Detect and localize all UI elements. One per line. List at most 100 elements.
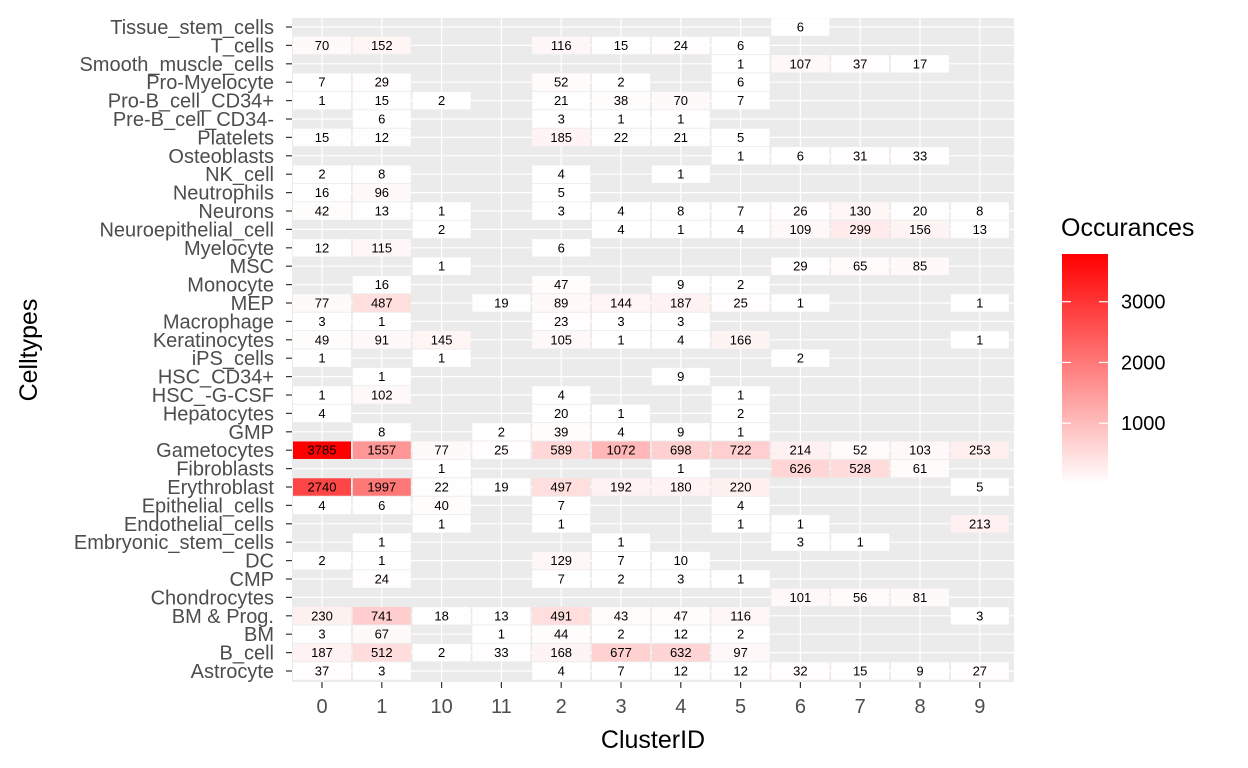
heatmap-cell (472, 625, 531, 643)
cell-value-label: 21 (554, 93, 568, 108)
heatmap-cell (651, 423, 710, 441)
cell-value-label: 1 (438, 204, 445, 219)
cell-value-label: 220 (730, 480, 752, 495)
cell-value-label: 20 (554, 406, 568, 421)
cell-value-label: 1 (677, 461, 684, 476)
heatmap-cell (711, 662, 770, 680)
cell-value-label: 17 (913, 56, 927, 71)
cell-value-label: 9 (916, 664, 923, 679)
x-tick-label: 10 (430, 696, 452, 718)
y-tick-label: Osteoblasts (168, 146, 274, 168)
cell-value-label: 52 (853, 443, 867, 458)
heatmap-cell (711, 220, 770, 239)
cell-value-label: 1 (558, 516, 565, 531)
heatmap-cell (532, 91, 591, 110)
heatmap-cell (412, 441, 471, 459)
heatmap-cell (711, 147, 770, 165)
cell-value-label: 32 (793, 664, 807, 679)
y-tick-label: Chondrocytes (151, 587, 274, 609)
heatmap-cell (950, 515, 1009, 533)
cell-value-label: 741 (371, 608, 393, 623)
heatmap-cell (352, 312, 411, 331)
heatmap-cell (412, 202, 471, 220)
heatmap-cell (532, 386, 591, 404)
heatmap-cell (711, 73, 770, 91)
y-tick-label: BM (244, 624, 274, 646)
y-tick-label: CMP (230, 569, 274, 591)
cell-value-label: 5 (976, 480, 983, 495)
cell-value-label: 101 (790, 590, 812, 605)
cell-value-label: 116 (551, 38, 572, 53)
cell-value-label: 33 (494, 645, 508, 660)
heatmap-cell (651, 478, 710, 496)
heatmap-cell (472, 607, 531, 625)
heatmap-cell (891, 147, 949, 165)
heatmap-cell (711, 275, 770, 294)
cell-value-label: 1 (378, 369, 385, 384)
cell-value-label: 31 (853, 148, 867, 163)
heatmap-cell (711, 496, 770, 515)
cell-value-label: 1 (318, 388, 325, 403)
cell-value-label: 4 (318, 406, 325, 421)
y-tick-label: Macrophage (163, 311, 274, 333)
cell-value-label: 85 (913, 259, 927, 274)
cell-value-label: 1 (737, 424, 744, 439)
cell-value-label: 49 (315, 332, 329, 347)
heatmap-cell (711, 294, 770, 312)
cell-value-label: 33 (913, 148, 927, 163)
heatmap-cell (771, 533, 830, 551)
heatmap-cell (293, 36, 351, 55)
cell-value-label: 15 (853, 664, 867, 679)
x-tick-label: 11 (491, 696, 512, 718)
heatmap-cell (412, 459, 471, 478)
cell-value-label: 1557 (367, 443, 396, 458)
heatmap-cell (412, 220, 471, 239)
cell-value-label: 2 (498, 424, 505, 439)
cell-value-label: 22 (614, 130, 628, 145)
heatmap-cell (831, 441, 890, 459)
cell-value-label: 16 (315, 185, 329, 200)
cell-value-label: 722 (730, 443, 752, 458)
cell-value-label: 70 (315, 38, 329, 53)
heatmap-cell (592, 423, 650, 441)
cell-value-label: 19 (494, 480, 508, 495)
cell-value-label: 9 (677, 424, 684, 439)
heatmap-cell (771, 459, 830, 478)
cell-value-label: 67 (375, 627, 389, 642)
y-tick-label: Neutrophils (173, 183, 274, 205)
cell-value-label: 12 (315, 240, 329, 255)
cell-value-label: 698 (670, 443, 692, 458)
heatmap-cell (592, 404, 650, 423)
x-tick-label: 8 (914, 696, 925, 718)
cell-value-label: 6 (378, 498, 385, 513)
heatmap-cell (293, 165, 351, 183)
cell-value-label: 1 (976, 296, 983, 311)
cell-value-label: 23 (554, 314, 568, 329)
y-tick-label: Myelocyte (184, 238, 274, 260)
y-tick-label: GMP (228, 422, 274, 444)
cell-value-label: 3 (318, 314, 325, 329)
heatmap-cell (950, 331, 1009, 349)
heatmap-cell (592, 662, 650, 680)
heatmap-cell (651, 607, 710, 625)
heatmap-cell (293, 607, 351, 625)
heatmap-cell (352, 165, 411, 183)
heatmap-cell (950, 220, 1009, 239)
cell-value-label: 1 (677, 112, 684, 127)
cell-value-label: 626 (790, 461, 812, 476)
cell-value-label: 3 (558, 112, 565, 127)
heatmap-cell (532, 202, 591, 220)
cell-value-label: 130 (849, 204, 871, 219)
heatmap-cell (472, 478, 531, 496)
legend-title: Occurances (1061, 214, 1194, 242)
cell-value-label: 2 (617, 75, 624, 90)
cell-value-label: 38 (614, 93, 628, 108)
y-tick-label: Monocyte (187, 275, 274, 297)
heatmap-cell (651, 459, 710, 478)
cell-value-label: 152 (371, 38, 393, 53)
cell-value-labels: 670 152 116 15 24 61 107 37 177 29 52 2 61 15 2 21 38 70 7… (308, 20, 991, 679)
cell-value-label: 1 (737, 388, 744, 403)
legend-ticks: 1000 2000 3000 (1062, 292, 1166, 435)
heatmap-cell (592, 331, 650, 349)
y-tick-label: Tissue_stem_cells (110, 17, 274, 39)
